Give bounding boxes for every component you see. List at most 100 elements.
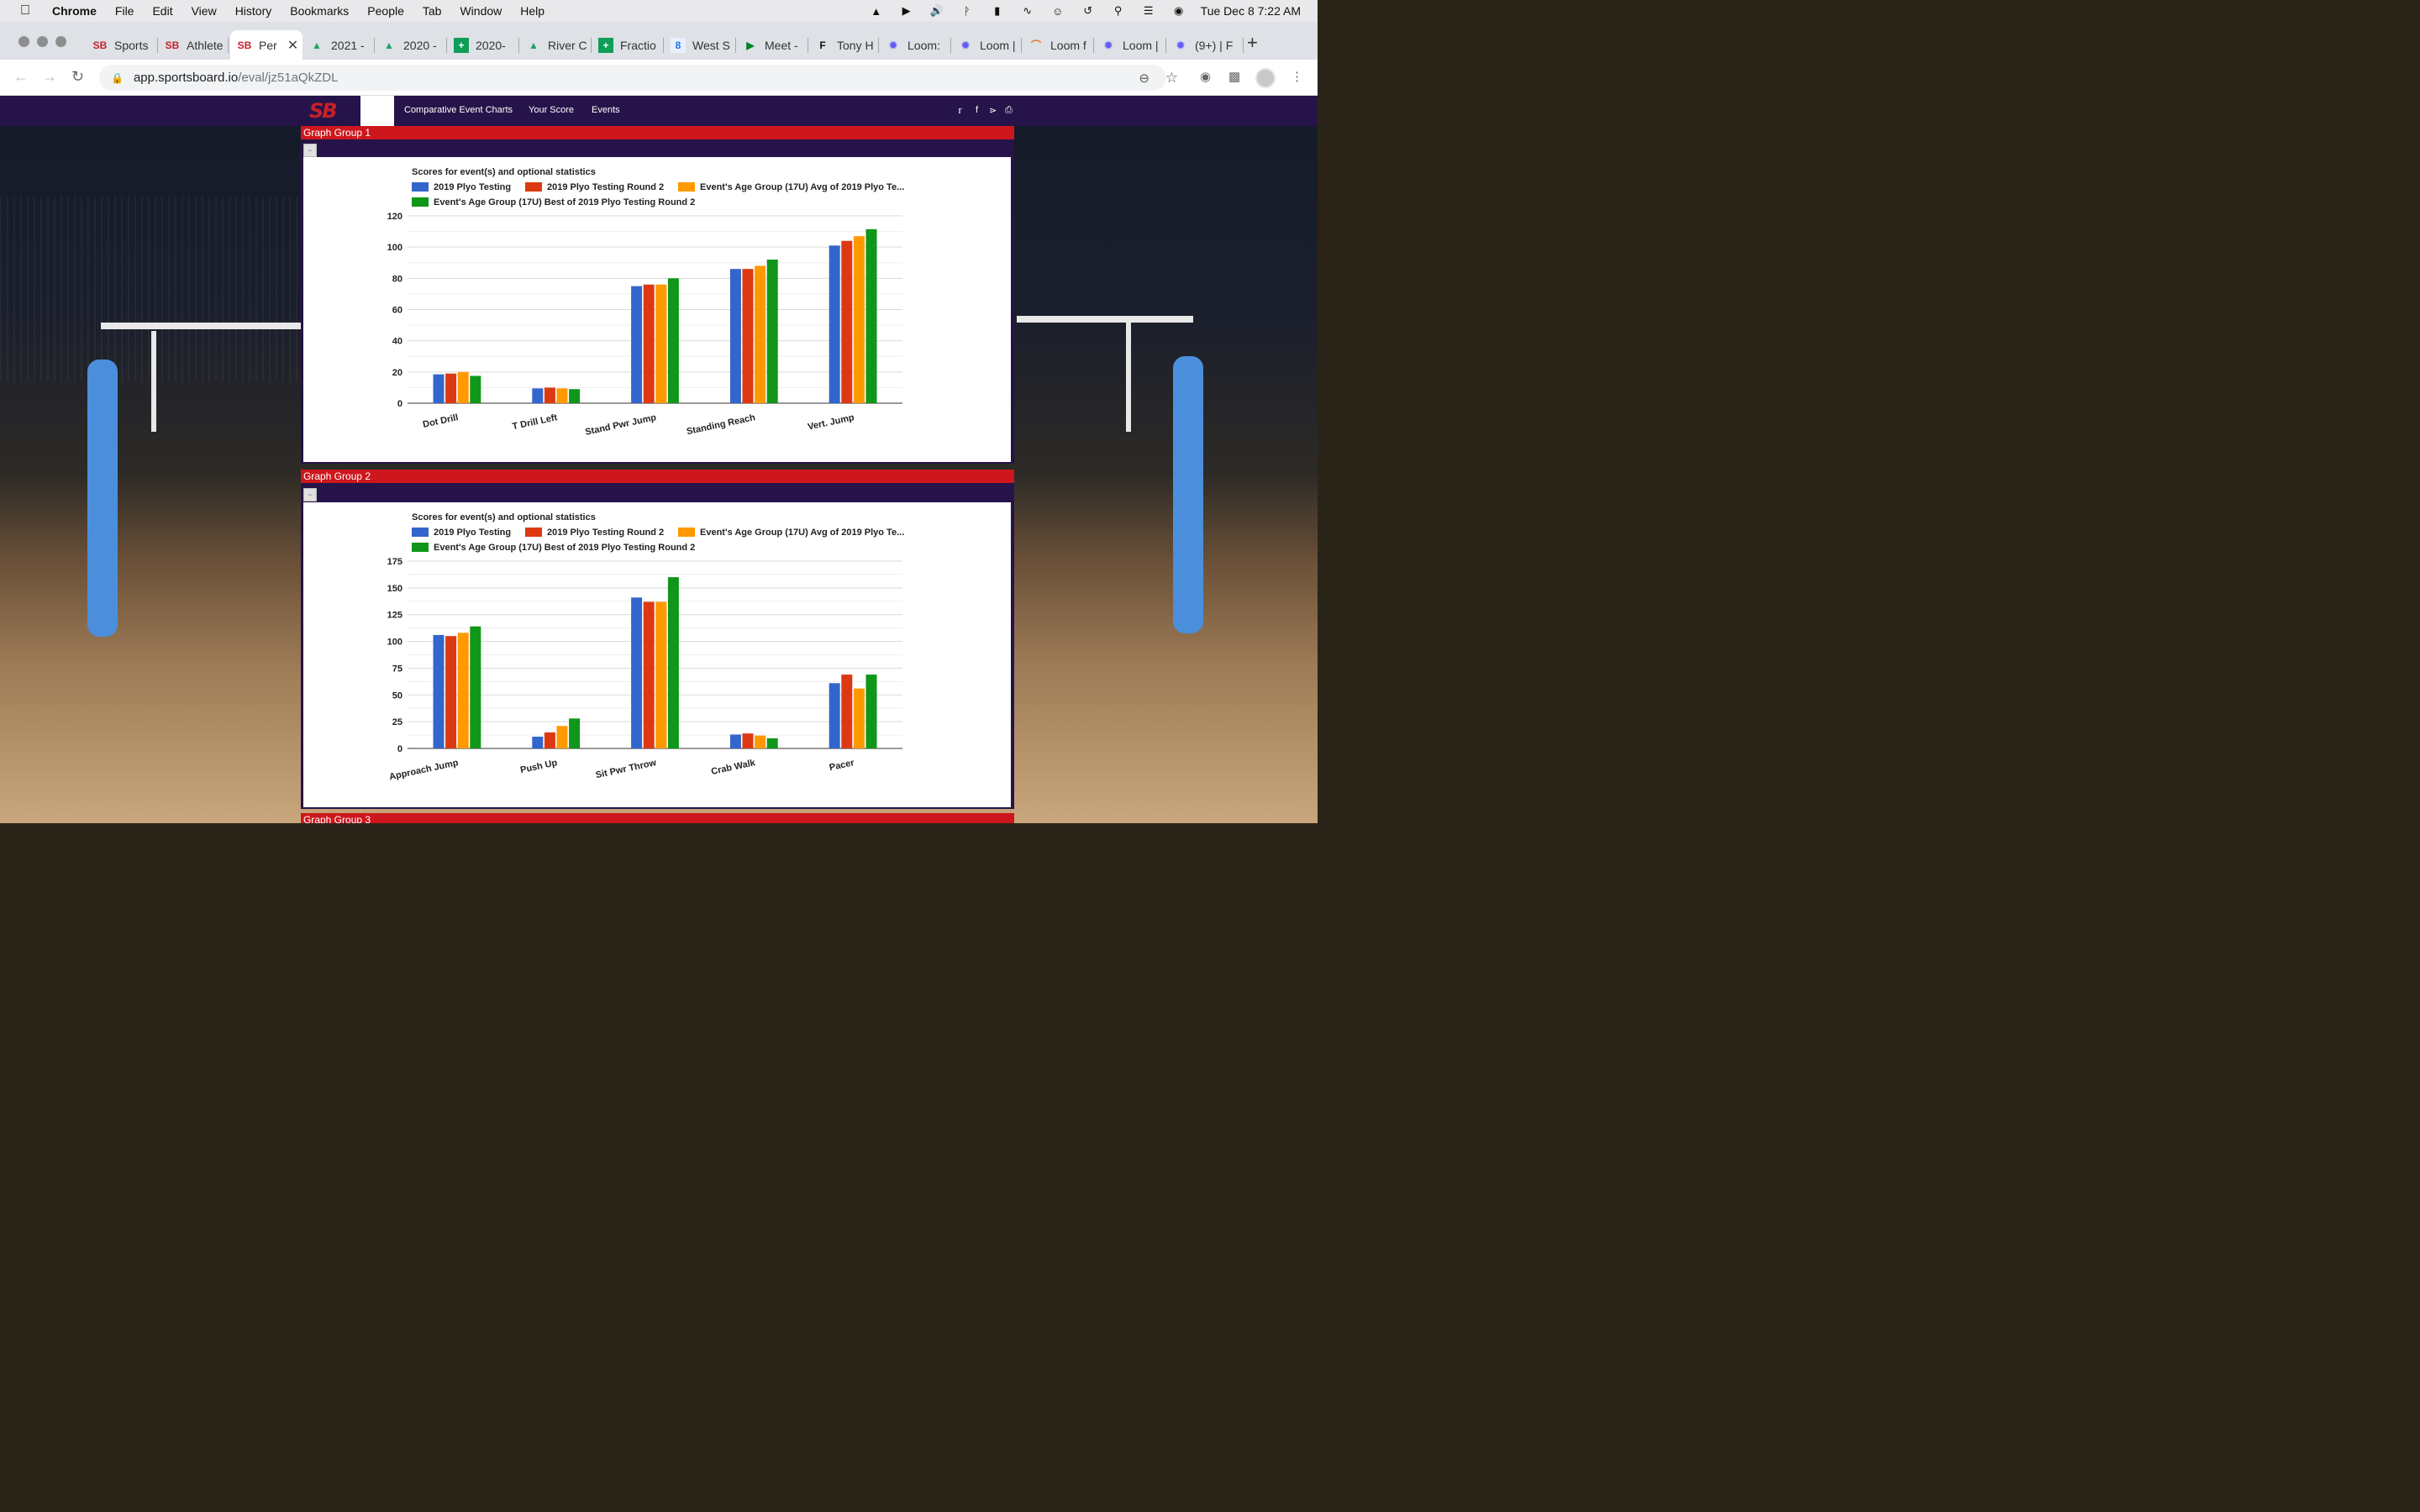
bar	[841, 675, 853, 748]
tab-separator	[950, 38, 951, 53]
menu-bookmarks[interactable]: Bookmarks	[290, 4, 350, 18]
legend-swatch	[525, 528, 542, 537]
wifi-icon[interactable]: ∿	[1023, 4, 1033, 17]
y-tick-label: 50	[392, 690, 402, 701]
user-icon[interactable]: ☺	[1052, 4, 1064, 18]
extensions-puzzle-icon[interactable]: ▩	[1228, 70, 1241, 84]
apple-menu-icon[interactable]: 	[20, 3, 35, 18]
battery-icon[interactable]: ▮	[994, 4, 1001, 17]
window-zoom-button[interactable]	[55, 36, 66, 47]
collapse-toggle-icon[interactable]: −	[303, 144, 317, 157]
menu-window[interactable]: Window	[460, 4, 502, 18]
browser-tab[interactable]: ✹ Loom:	[881, 30, 951, 60]
bar	[457, 633, 469, 748]
twitter-icon[interactable]: 𝕣	[958, 106, 963, 116]
tab-separator	[446, 38, 447, 53]
play-icon[interactable]: ▶	[902, 4, 911, 17]
bar	[853, 236, 865, 403]
browser-tab[interactable]: ✹ Loom |	[1096, 30, 1166, 60]
menu-file[interactable]: File	[114, 4, 134, 18]
browser-tab[interactable]: + Fractio	[593, 30, 664, 60]
graph-group-header[interactable]: Graph Group 3	[301, 813, 1014, 823]
nav-comparative-event-charts[interactable]: Comparative Event Charts	[404, 105, 513, 115]
legend-label: 2019 Plyo Testing	[434, 182, 511, 192]
tab-separator	[374, 38, 375, 53]
bar	[532, 388, 544, 403]
facebook-icon[interactable]: f	[976, 105, 979, 115]
siri-icon[interactable]: ◉	[1174, 4, 1184, 17]
share-icon[interactable]: ⋗	[989, 106, 997, 116]
browser-tab[interactable]: ▲ 2020 -	[376, 30, 447, 60]
window-close-button[interactable]	[18, 36, 29, 47]
x-tick-label: Standing Reach	[686, 412, 756, 437]
volume-icon[interactable]: 🔊	[929, 4, 944, 17]
chart-panel: Scores for event(s) and optional statist…	[303, 502, 1011, 807]
lock-icon[interactable]: 🔒	[111, 71, 124, 84]
extension-shield-icon[interactable]: ◉	[1200, 70, 1212, 84]
back-button[interactable]: ←	[13, 68, 29, 85]
legend-swatch	[678, 528, 695, 537]
menu-clock[interactable]: Tue Dec 8 7:22 AM	[1200, 4, 1301, 18]
browser-tab[interactable]: SB Per ✕	[230, 30, 302, 60]
browser-tab[interactable]: 8 West S	[666, 30, 736, 60]
forward-button[interactable]: →	[42, 68, 57, 85]
bar	[643, 284, 655, 403]
legend-swatch	[412, 543, 429, 552]
menu-history[interactable]: History	[234, 4, 272, 18]
x-tick-label: Vert. Jump	[807, 412, 855, 432]
bookmark-star-icon[interactable]: ☆	[1165, 69, 1178, 86]
bar-chart: Scores for event(s) and optional statist…	[387, 512, 905, 782]
graph-group-header[interactable]: Graph Group 2	[301, 470, 1014, 483]
tab-separator	[518, 38, 519, 53]
malwarebytes-icon[interactable]: ▲	[871, 4, 882, 18]
menu-app-name[interactable]: Chrome	[52, 4, 97, 18]
chrome-menu-icon[interactable]: ⋮	[1291, 70, 1303, 84]
spotlight-search-icon[interactable]: ⚲	[1113, 4, 1123, 17]
chart-title: Scores for event(s) and optional statist…	[412, 167, 596, 177]
tab-close-icon[interactable]: ✕	[287, 38, 299, 53]
background-photo-rail	[1017, 316, 1193, 323]
reload-button[interactable]: ↻	[71, 68, 85, 85]
graph-group-header[interactable]: Graph Group 1	[301, 126, 1014, 139]
tab-title: 2021 -	[331, 38, 365, 52]
menu-edit[interactable]: Edit	[152, 4, 173, 18]
tab-favicon-icon: SB	[92, 39, 108, 51]
tab-title: Loom:	[908, 38, 940, 52]
browser-tab[interactable]: ✹ (9+) | F	[1168, 30, 1244, 60]
bar	[569, 389, 581, 403]
menu-view[interactable]: View	[191, 4, 217, 18]
browser-tab[interactable]: ▶ Meet -	[738, 30, 808, 60]
y-tick-label: 75	[392, 664, 402, 674]
menu-help[interactable]: Help	[520, 4, 545, 18]
address-bar[interactable]: 🔒 app.sportsboard.io/eval/jz51aQkZDL ⊖ ☆	[99, 65, 1178, 91]
tab-favicon-icon: ▲	[529, 39, 539, 51]
browser-tab[interactable]: ▲ River C	[521, 30, 592, 60]
browser-tab[interactable]: ✹ Loom |	[953, 30, 1022, 60]
time-machine-icon[interactable]: ↺	[1083, 4, 1093, 17]
new-tab-button[interactable]: +	[1247, 32, 1258, 53]
browser-tab[interactable]: SB Sports	[87, 30, 158, 60]
nav-your-score[interactable]: Your Score	[529, 105, 575, 115]
bar	[433, 634, 445, 748]
menu-tab[interactable]: Tab	[422, 4, 442, 18]
browser-tab[interactable]: ⌒ Loom f	[1023, 30, 1094, 60]
tab-title: Sports	[114, 38, 149, 52]
window-minimize-button[interactable]	[37, 36, 48, 47]
control-center-icon[interactable]: ☰	[1143, 4, 1154, 17]
profile-avatar[interactable]	[1255, 68, 1276, 88]
bluetooth-icon[interactable]: ᚹ	[963, 4, 971, 18]
browser-tab[interactable]: +2020-	[449, 30, 519, 60]
print-icon[interactable]: ⎙	[1005, 105, 1013, 115]
sportsboard-logo[interactable]: SB	[309, 99, 338, 123]
background-photo-rail	[1126, 323, 1131, 432]
zoom-icon[interactable]: ⊖	[1139, 71, 1150, 86]
browser-tab[interactable]: ▲ 2021 -	[304, 30, 375, 60]
bar	[470, 375, 481, 403]
bar	[655, 601, 667, 748]
nav-events[interactable]: Events	[592, 105, 620, 115]
bar	[766, 738, 778, 748]
browser-tab[interactable]: SB Athlete	[160, 30, 229, 60]
menu-people[interactable]: People	[367, 4, 404, 18]
collapse-toggle-icon[interactable]: −	[303, 488, 317, 501]
browser-tab[interactable]: F Tony H	[810, 30, 879, 60]
